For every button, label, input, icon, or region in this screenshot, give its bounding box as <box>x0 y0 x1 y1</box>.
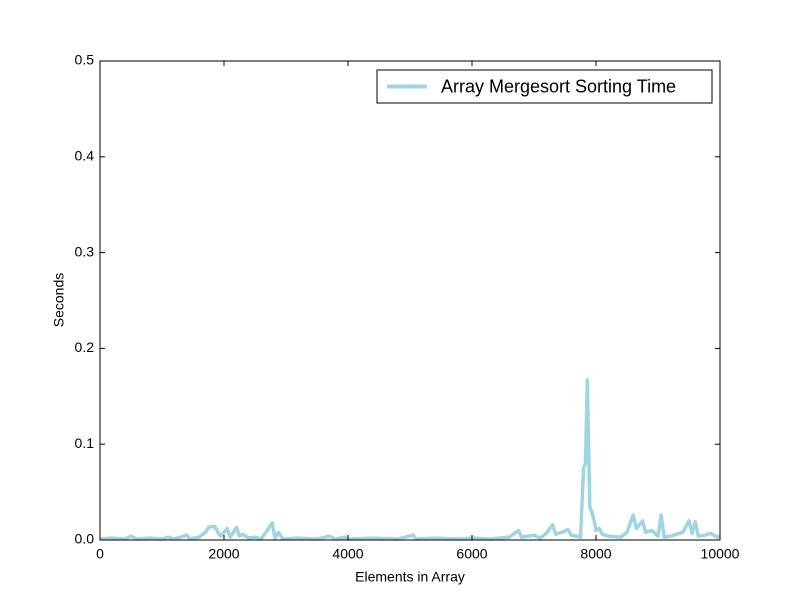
y-tick-label: 0.1 <box>75 435 95 451</box>
y-axis-label: Seconds <box>51 273 67 327</box>
x-axis-label: Elements in Array <box>355 569 465 585</box>
y-tick-label: 0.2 <box>75 339 95 355</box>
y-tick-label: 0.3 <box>75 243 95 259</box>
data-line <box>99 378 721 541</box>
x-tick-label: 10000 <box>701 546 740 562</box>
legend-box <box>376 69 713 104</box>
x-tick-label: 0 <box>96 546 104 562</box>
legend-label: Array Mergesort Sorting Time <box>441 76 676 96</box>
y-tick-label: 0.4 <box>75 148 95 164</box>
x-tick-label: 4000 <box>332 546 363 562</box>
plot-frame <box>99 60 721 541</box>
x-tick-label: 2000 <box>208 546 239 562</box>
y-tick-label: 0.5 <box>75 52 95 68</box>
y-tick-label: 0.0 <box>75 531 95 547</box>
x-tick-label: 6000 <box>456 546 487 562</box>
x-tick-label: 8000 <box>580 546 611 562</box>
